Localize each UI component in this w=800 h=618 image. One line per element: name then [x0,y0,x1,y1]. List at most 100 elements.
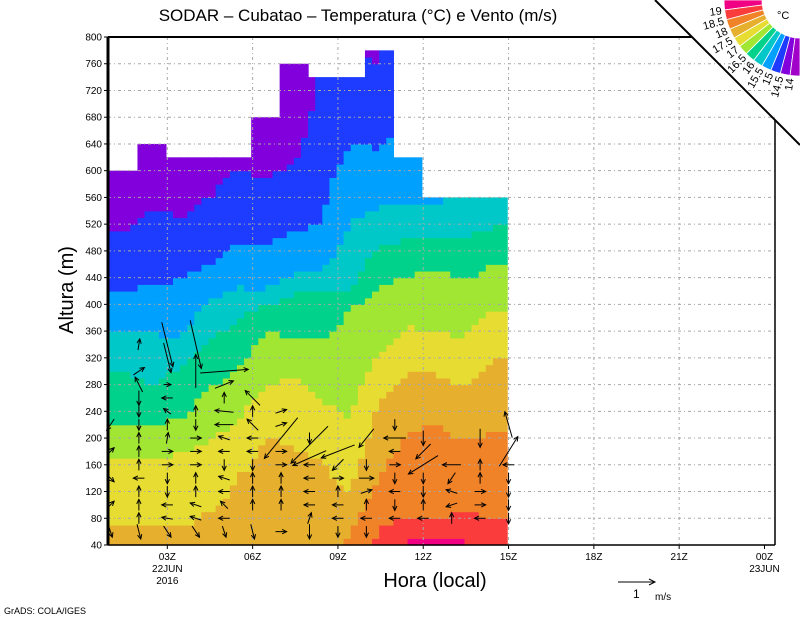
temperature-cell [208,297,217,339]
temperature-cell [407,157,416,205]
wind-vector-shaft [332,458,344,471]
wind-vector [306,432,313,445]
temperature-cell [251,244,259,292]
temperature-cell [165,210,174,285]
temperature-cell [137,217,146,285]
temperature-cell [173,217,181,279]
temperature-cell [144,210,153,285]
temperature-cell [300,337,309,386]
temperature-cell [137,458,146,526]
wind-vector [250,524,256,541]
wind-vector [477,428,483,449]
temperature-cell [258,444,267,546]
temperature-cell [286,230,295,279]
wind-vector [331,502,344,508]
temperature-cell [386,391,394,459]
wind-vector-head [219,500,226,507]
wind-vector-head [331,515,338,521]
temperature-cell [251,344,259,399]
temperature-cell [187,411,195,453]
wind-vector [136,390,142,407]
temperature-cell [272,284,281,305]
temperature-cell [272,438,281,546]
y-tick-label: 560 [85,193,102,204]
temperature-cell [500,357,508,432]
y-tick-label: 120 [85,487,102,498]
wind-vector [392,472,398,485]
y-tick-label: 680 [85,113,102,124]
wind-vector-head [513,435,519,442]
wind-vector [416,515,429,521]
wind-vector [200,367,250,374]
temperature-cell [265,304,274,332]
temperature-cell [414,157,423,205]
temperature-cell [173,418,181,453]
wind-vector-head [382,435,389,441]
temperature-cell [173,277,181,339]
temperature-cell [414,331,423,372]
wind-vector [221,391,227,404]
temperature-cell [116,170,124,232]
wind-vector-head [136,431,142,438]
wind-vector-head [221,465,227,472]
legend-level-label: 14 [783,78,796,92]
temperature-cell [457,538,466,546]
temperature-cell [414,431,423,519]
wind-vector [189,320,203,370]
temperature-cell [315,397,323,459]
y-tick-label: 480 [85,246,102,257]
temperature-cell [407,237,416,279]
temperature-cell [208,264,217,299]
wind-vector [302,502,316,508]
temperature-cell [428,270,437,332]
temperature-cell [393,244,402,279]
temperature-cell [421,237,430,272]
temperature-cell [350,304,359,406]
y-tick-label: 520 [85,220,102,231]
x-tick-date-label: 22JUN [152,564,183,575]
temperature-cell [173,451,181,526]
y-axis-label: Altura (m) [56,246,78,334]
temperature-cell [364,438,373,499]
wind-vector [359,515,372,521]
wind-vector [134,376,144,393]
temperature-cell [279,297,288,339]
temperature-cell [407,204,416,239]
wind-vector-head [302,462,309,468]
temperature-cell [244,170,252,245]
wind-vector [161,448,175,455]
temperature-cell [201,197,210,265]
wind-vector [275,421,288,428]
temperature-cell [450,538,458,546]
wind-vector-shaft [358,428,375,448]
temperature-cell [265,117,274,178]
wind-vector [275,529,288,535]
temperature-cell [471,324,480,379]
wind-vector [505,512,512,525]
temperature-cell [123,458,131,526]
temperature-cell [300,270,309,292]
wind-vector-shaft [133,367,145,376]
temperature-cell [393,337,402,386]
wind-vector-shaft [275,408,287,414]
temperature-cell [151,524,160,546]
temperature-cell [343,150,352,232]
wind-vector-head [291,461,298,467]
temperature-cell [151,424,160,459]
wind-vector-head [164,417,170,424]
wind-vector [278,498,284,511]
temperature-cell [400,377,409,439]
temperature-cell [229,424,238,486]
wind-vector-shaft [218,435,230,441]
temperature-cell [322,464,331,546]
temperature-cell [187,157,195,212]
legend-level-label: 14.5 [769,75,786,99]
temperature-cell [180,277,188,332]
wind-vector-head [473,515,480,521]
wind-vector [133,366,146,376]
wind-vector-head [217,435,224,441]
temperature-cell [201,344,210,392]
temperature-cell [464,237,473,279]
temperature-cell [187,210,195,272]
wind-vector-head [250,534,256,541]
